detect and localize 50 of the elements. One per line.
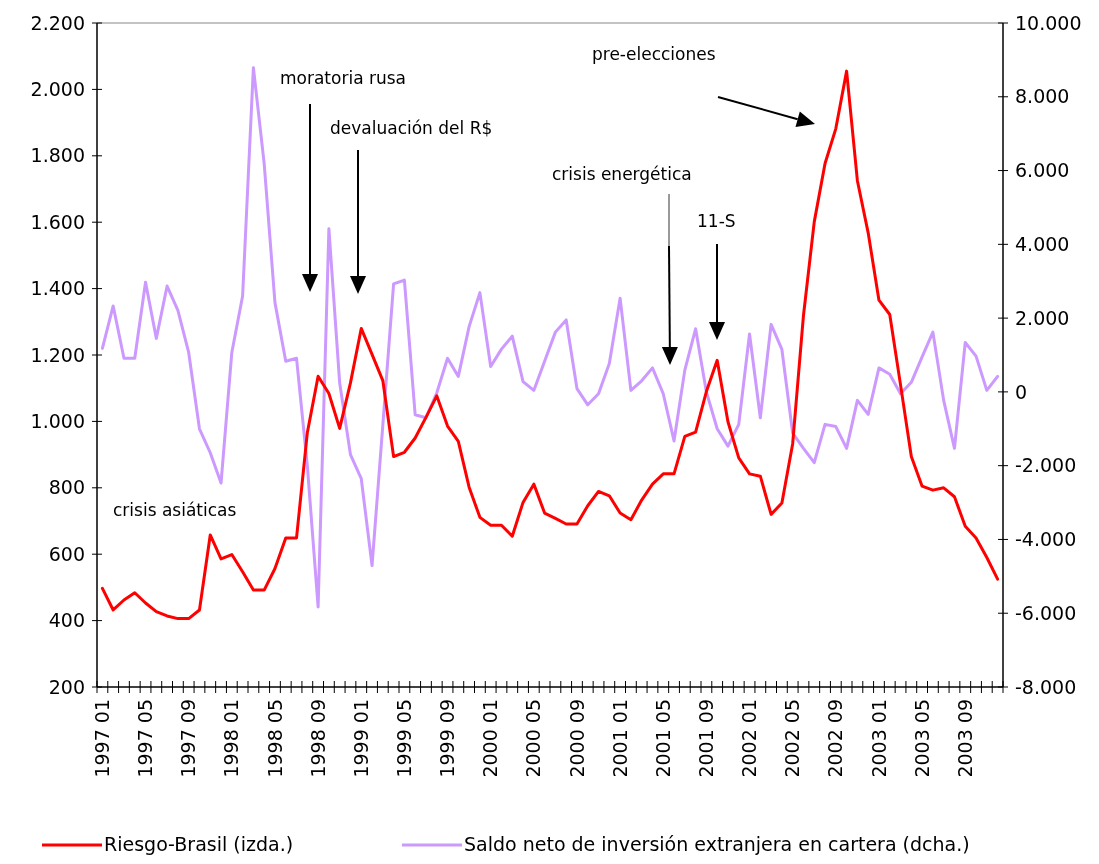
x-tick-label: 2000 05: [522, 699, 545, 778]
x-tick-label: 1998 09: [306, 699, 329, 778]
annotation: moratoria rusa: [280, 68, 407, 88]
y2-tick-label: 6.000: [1015, 159, 1070, 182]
y2-tick-label: -4.000: [1015, 528, 1077, 551]
y-tick-label: 2.200: [30, 11, 85, 34]
x-tick-label: 1999 09: [436, 699, 459, 778]
x-tick-label: 2001 01: [608, 699, 631, 778]
x-tick-label: 2002 01: [738, 699, 761, 778]
y-tick-label: 1.200: [30, 343, 85, 366]
y-tick-label: 400: [48, 609, 85, 632]
x-tick-label: 1997 09: [177, 699, 200, 778]
y-tick-label: 600: [48, 542, 85, 565]
x-tick-label: 2000 01: [479, 699, 502, 778]
y-tick-label: 2.000: [30, 78, 85, 101]
y2-tick-label: -2.000: [1015, 454, 1077, 477]
x-tick-label: 2001 09: [695, 699, 718, 778]
y-tick-label: 1.600: [30, 210, 85, 233]
x-tick-label: 2002 09: [824, 699, 847, 778]
y2-tick-label: -8.000: [1015, 675, 1077, 698]
y-tick-label: 200: [48, 675, 85, 698]
legend-label: Saldo neto de inversión extranjera en cartera (dcha.): [464, 833, 970, 855]
x-tick-label: 1999 01: [349, 699, 372, 778]
annotation: 11-S: [697, 211, 736, 231]
y2-tick-label: -6.000: [1015, 601, 1077, 624]
x-tick-label: 1999 05: [393, 699, 416, 778]
y2-tick-label: 8.000: [1015, 85, 1070, 108]
x-tick-label: 1997 01: [91, 699, 114, 778]
y2-tick-label: 4.000: [1015, 232, 1070, 255]
annotation: devaluación del R$: [330, 118, 493, 138]
x-tick-label: 2000 09: [565, 699, 588, 778]
x-tick-label: 1997 05: [134, 699, 157, 778]
y-tick-label: 1.800: [30, 144, 85, 167]
y2-tick-label: 2.000: [1015, 306, 1070, 329]
x-tick-label: 2003 05: [910, 699, 933, 778]
annotation: crisis asiáticas: [113, 500, 237, 520]
y-tick-label: 1.000: [30, 410, 85, 433]
x-tick-label: 2002 05: [781, 699, 804, 778]
legend-label: Riesgo-Brasil (izda.): [104, 833, 294, 855]
x-tick-label: 2003 09: [953, 699, 976, 778]
annotation: pre-elecciones: [592, 44, 716, 64]
y-tick-label: 1.400: [30, 277, 85, 300]
x-tick-label: 2003 01: [867, 699, 890, 778]
y2-tick-label: 0: [1015, 380, 1028, 403]
y-tick-label: 800: [48, 476, 85, 499]
x-tick-label: 2001 05: [651, 699, 674, 778]
annotation: crisis energética: [552, 164, 692, 184]
y2-tick-label: 10.000: [1015, 11, 1082, 34]
x-tick-label: 1998 05: [263, 699, 286, 778]
x-tick-label: 1998 01: [220, 699, 243, 778]
